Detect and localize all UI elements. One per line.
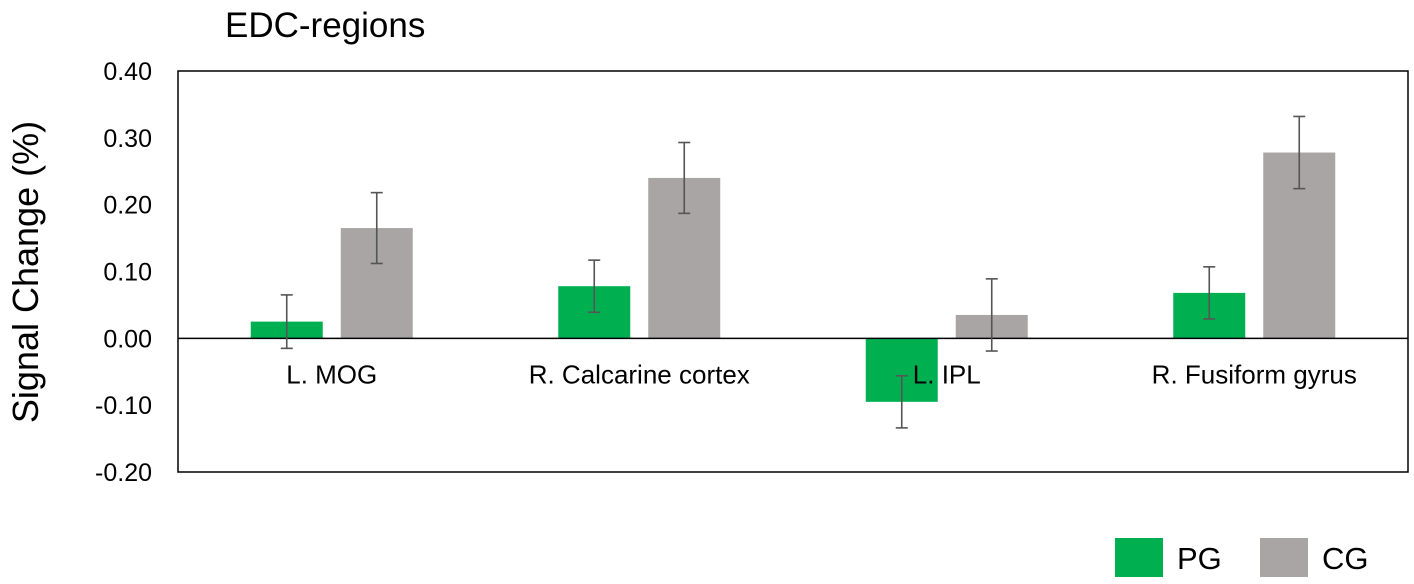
category-label: R. Calcarine cortex — [529, 359, 750, 389]
y-axis-ticks: -0.20 -0.10 0.00 0.10 0.20 0.30 0.40 — [95, 58, 152, 487]
chart-title: EDC-regions — [225, 6, 425, 45]
category-label: L. MOG — [286, 359, 377, 389]
y-tick-label: 0.40 — [103, 58, 152, 86]
error-bar — [280, 294, 293, 350]
error-bar — [895, 374, 908, 429]
category-label: L. IPL — [913, 359, 981, 389]
y-tick-label: 0.20 — [103, 192, 152, 220]
legend: PG CG — [1115, 538, 1369, 577]
y-tick-label: 0.10 — [103, 259, 152, 287]
y-axis-label: Signal Change (%) — [5, 121, 46, 423]
category-label: R. Fusiform gyrus — [1152, 359, 1357, 389]
y-tick-label: 0.00 — [103, 325, 152, 353]
error-bar — [370, 191, 383, 265]
error-bar — [588, 259, 601, 314]
error-bars — [280, 115, 1306, 429]
legend-swatch-cg — [1260, 538, 1308, 577]
error-bar — [1203, 266, 1216, 320]
error-bar — [1293, 115, 1306, 190]
plot-area-frame — [177, 70, 1409, 473]
y-tick-label: 0.30 — [103, 125, 152, 153]
error-bar — [678, 141, 691, 215]
category-labels: L. MOG R. Calcarine cortex L. IPL R. Fusifo… — [286, 359, 1357, 389]
y-tick-label: -0.20 — [95, 459, 152, 487]
legend-label: PG — [1177, 541, 1222, 576]
y-tick-label: -0.10 — [95, 392, 152, 420]
error-bar — [985, 278, 998, 352]
legend-swatch-pg — [1115, 538, 1163, 577]
legend-label: CG — [1322, 541, 1369, 576]
